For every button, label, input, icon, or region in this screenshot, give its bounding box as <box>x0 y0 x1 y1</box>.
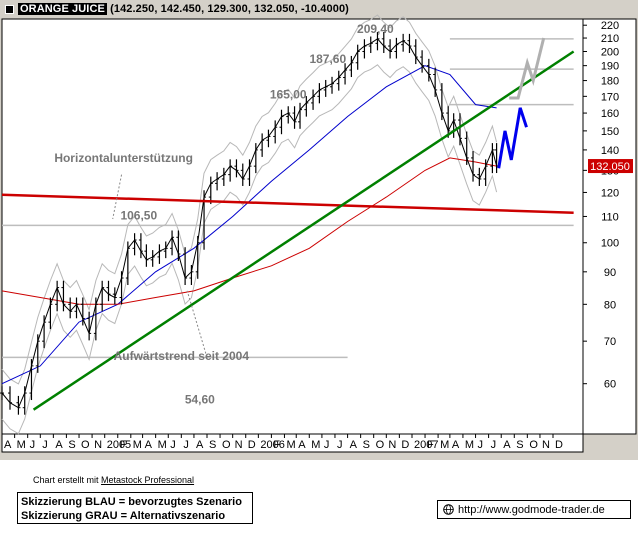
x-tick-label: F <box>427 439 434 451</box>
globe-icon <box>443 504 454 515</box>
website-url[interactable]: http://www.godmode-trader.de <box>458 504 605 516</box>
x-tick-label: N <box>542 439 550 451</box>
x-tick-label: F <box>120 439 127 451</box>
y-tick-label: 140 <box>601 145 619 157</box>
x-tick-label: S <box>363 439 370 451</box>
plot-area <box>1 18 584 435</box>
x-tick-label: A <box>196 439 204 451</box>
price-chart: 6070809010011012013014015016017018019020… <box>0 14 637 453</box>
chart-menu-icon[interactable] <box>5 5 14 14</box>
x-tick-label: A <box>145 439 153 451</box>
x-tick-label: J <box>30 439 36 451</box>
x-tick-label: D <box>555 439 563 451</box>
lower-band <box>1 64 498 435</box>
credit-link[interactable]: Metastock Professional <box>101 475 195 485</box>
x-tick-label: M <box>286 439 295 451</box>
y-tick-label: 100 <box>601 238 619 250</box>
y-tick-label: 110 <box>601 211 619 223</box>
x-tick-label: N <box>388 439 396 451</box>
x-tick-label: D <box>401 439 409 451</box>
x-tick-label: O <box>529 439 538 451</box>
chart-title-bar: ORANGE JUICE (142.250, 142.450, 129.300,… <box>2 2 636 18</box>
x-tick-label: O <box>376 439 385 451</box>
scenario-legend: Skizzierung BLAU = bevorzugtes Szenario … <box>17 492 253 524</box>
x-tick-label: M <box>158 439 167 451</box>
y-axis-panel <box>582 18 637 435</box>
moving-average-blue <box>1 65 497 385</box>
x-tick-label: M <box>17 439 26 451</box>
scenario-blue <box>497 107 528 169</box>
x-tick-label: A <box>503 439 511 451</box>
x-tick-label: J <box>42 439 48 451</box>
x-tick-label: F <box>273 439 280 451</box>
upper-band <box>1 14 498 385</box>
ohlc-values: (142.250, 142.450, 129.300, 132.050, -10… <box>110 3 349 15</box>
annotation-label: Aufwärtstrend seit 2004 <box>114 349 250 363</box>
x-tick-label: 2007 <box>414 439 438 451</box>
y-tick-label: 80 <box>604 299 616 311</box>
credit-prefix: Chart erstellt mit <box>33 475 102 485</box>
x-tick-label: J <box>478 439 484 451</box>
uptrend-line <box>32 50 575 411</box>
instrument-name: ORANGE JUICE <box>18 3 107 15</box>
x-tick-label: D <box>248 439 256 451</box>
x-tick-label: S <box>516 439 523 451</box>
y-tick-label: 200 <box>601 46 619 58</box>
annotation-label: 165,00 <box>270 88 307 102</box>
x-tick-label: J <box>324 439 330 451</box>
x-tick-label: A <box>350 439 358 451</box>
x-tick-label: S <box>68 439 75 451</box>
y-tick-label: 120 <box>601 187 619 199</box>
y-tick-label: 150 <box>601 126 619 138</box>
label-leader <box>186 290 208 358</box>
horizontal-support-line <box>1 193 574 214</box>
y-tick-label: 70 <box>604 336 616 348</box>
x-tick-label: J <box>491 439 497 451</box>
x-tick-label: M <box>133 439 142 451</box>
annotation-label: 106,50 <box>120 208 157 222</box>
annotation-label: 209,40 <box>357 22 394 36</box>
x-tick-label: A <box>452 439 460 451</box>
x-tick-label: 2005 <box>107 439 131 451</box>
annotation-label: Horizontalunterstützung <box>54 151 193 165</box>
x-tick-label: A <box>4 439 12 451</box>
x-tick-label: A <box>298 439 306 451</box>
y-tick-label: 170 <box>601 91 619 103</box>
y-tick-label: 190 <box>601 61 619 73</box>
y-tick-label: 90 <box>604 267 616 279</box>
y-tick-label: 160 <box>601 108 619 120</box>
y-tick-label: 60 <box>604 379 616 391</box>
x-tick-label: J <box>170 439 176 451</box>
legend-blue: Skizzierung BLAU = bevorzugtes Szenario <box>21 496 242 508</box>
y-tick-label: 210 <box>601 33 619 45</box>
x-tick-label: J <box>183 439 189 451</box>
x-tick-label: M <box>440 439 449 451</box>
label-leader <box>112 174 123 220</box>
x-tick-label: O <box>81 439 90 451</box>
x-tick-label: M <box>465 439 474 451</box>
chart-title: ORANGE JUICE (142.250, 142.450, 129.300,… <box>18 3 349 15</box>
x-tick-label: 2006 <box>260 439 284 451</box>
x-axis-panel <box>1 433 584 453</box>
moving-average-red <box>1 157 497 305</box>
last-price-label: 132.050 <box>590 161 630 173</box>
x-tick-label: S <box>209 439 216 451</box>
x-tick-label: J <box>337 439 343 451</box>
website-box[interactable]: http://www.godmode-trader.de <box>437 500 631 519</box>
scenario-grey <box>509 37 546 100</box>
x-tick-label: A <box>55 439 63 451</box>
last-price-badge <box>588 159 633 174</box>
x-tick-label: N <box>235 439 243 451</box>
x-tick-label: N <box>94 439 102 451</box>
y-tick-label: 220 <box>601 20 619 32</box>
x-tick-label: O <box>222 439 231 451</box>
annotation-label: 187,60 <box>309 52 346 66</box>
chart-window: ORANGE JUICE (142.250, 142.450, 129.300,… <box>0 0 638 460</box>
y-tick-label: 180 <box>601 76 619 88</box>
chart-credit: Chart erstellt mit Metastock Professiona… <box>33 475 194 485</box>
price-line <box>1 38 498 409</box>
annotation-label: 54,60 <box>185 393 215 407</box>
x-tick-label: M <box>311 439 320 451</box>
legend-grey: Skizzierung GRAU = Alternativszenario <box>21 510 226 522</box>
